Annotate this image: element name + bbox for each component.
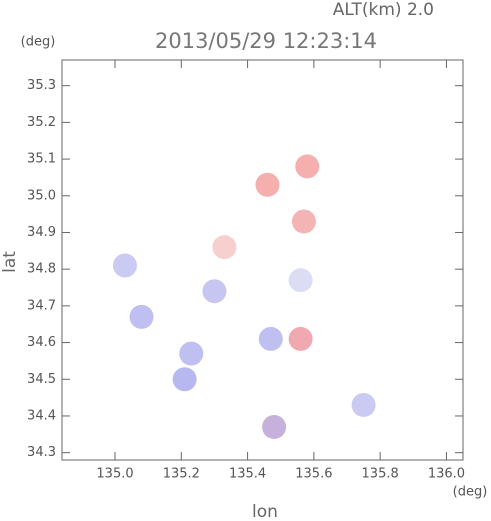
y-tick-label: 34.9 (27, 225, 56, 240)
x-unit: (deg) (453, 485, 488, 500)
y-tick-label: 35.1 (27, 152, 56, 167)
y-tick-label: 34.5 (27, 372, 56, 387)
echo-region (288, 326, 313, 351)
echo-region (255, 172, 280, 197)
echo-region (179, 341, 204, 366)
y-tick-label: 35.3 (27, 78, 56, 93)
x-tick-label: 135.0 (96, 467, 133, 482)
x-tick-label: 135.6 (295, 467, 332, 482)
echo-region (295, 154, 320, 179)
y-tick-label: 34.7 (27, 298, 56, 313)
y-axis-label: lat (0, 251, 20, 273)
echo-region (262, 414, 287, 439)
x-tick-label: 135.2 (163, 467, 200, 482)
y-unit: (deg) (21, 35, 56, 50)
x-tick-label: 135.4 (229, 467, 266, 482)
echo-region (258, 326, 283, 351)
echo-region (202, 279, 227, 304)
y-tick-label: 35.2 (27, 115, 56, 130)
x-tick-label: 135.8 (362, 467, 399, 482)
chart-title: 2013/05/29 12:23:14 (155, 29, 377, 53)
echo-region (291, 209, 316, 234)
echo-region (129, 304, 154, 329)
x-axis-label: lon (252, 502, 278, 521)
y-tick-label: 34.6 (27, 335, 56, 350)
plot-frame (61, 59, 464, 461)
x-tick-label: 136.0 (428, 467, 465, 482)
echo-region (212, 235, 237, 260)
altitude: ALT(km) 2.0 (333, 0, 434, 20)
y-tick-label: 35.0 (27, 188, 56, 203)
echo-region (172, 367, 197, 392)
echo-region (112, 253, 137, 278)
echo-region (351, 392, 376, 417)
y-tick-label: 34.8 (27, 262, 56, 277)
y-tick-label: 34.4 (27, 408, 56, 423)
y-tick-label: 34.3 (27, 445, 56, 460)
echo-region (288, 268, 313, 293)
